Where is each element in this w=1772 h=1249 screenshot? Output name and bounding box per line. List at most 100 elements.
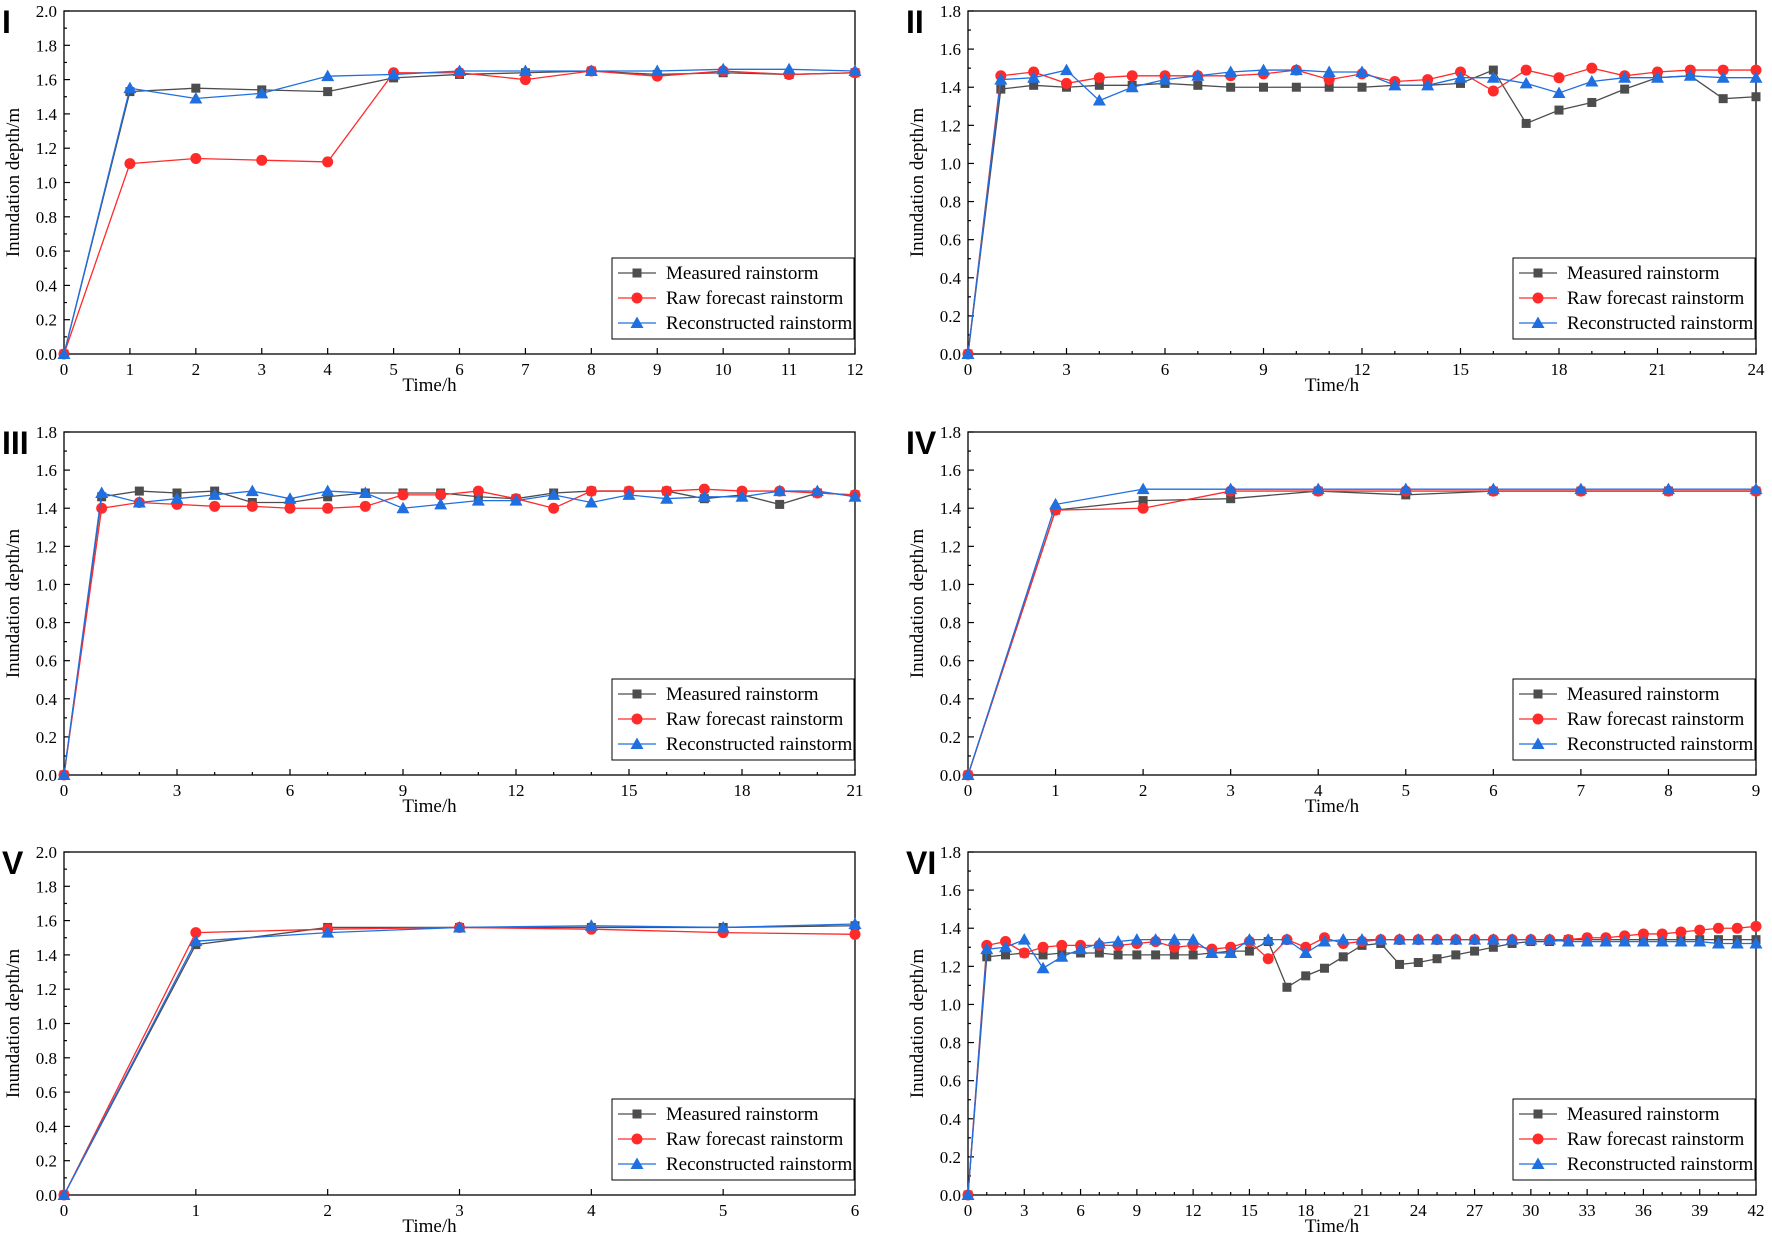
y-tick-label: 0.4 — [940, 1110, 962, 1129]
data-point-measured — [1413, 958, 1423, 968]
data-point-reconstructed — [358, 486, 372, 498]
data-point-raw — [1093, 72, 1105, 84]
data-point-reconstructed — [848, 490, 862, 502]
data-point-measured — [323, 87, 333, 97]
data-point-raw — [1694, 924, 1706, 936]
data-point-reconstructed — [1280, 933, 1294, 945]
x-tick-label: 12 — [847, 360, 864, 379]
data-point-reconstructed — [1468, 933, 1482, 945]
legend: Measured rainstorm Raw forecast rainstorm… — [1512, 257, 1756, 340]
y-tick-label: 0.4 — [36, 690, 58, 709]
x-tick-label: 6 — [1161, 360, 1170, 379]
data-point-reconstructed — [1505, 933, 1519, 945]
legend-marker-reconstructed — [1531, 1157, 1545, 1169]
y-tick-label: 1.0 — [940, 154, 961, 173]
x-tick-label: 9 — [399, 781, 408, 800]
y-tick-label: 0.0 — [36, 766, 57, 785]
y-tick-label: 1.4 — [36, 946, 58, 965]
data-point-reconstructed — [509, 494, 523, 506]
data-point-raw — [661, 485, 673, 497]
x-tick-label: 2 — [192, 360, 201, 379]
x-tick-label: 15 — [621, 781, 638, 800]
data-point-reconstructed — [994, 73, 1008, 85]
data-point-raw — [1553, 72, 1565, 84]
y-tick-label: 0.0 — [940, 1186, 961, 1205]
y-tick-label: 0.8 — [940, 1034, 961, 1053]
data-point-reconstructed — [1224, 65, 1238, 77]
data-point-reconstructed — [716, 920, 730, 933]
data-point-reconstructed — [57, 768, 71, 780]
data-point-reconstructed — [283, 492, 297, 504]
x-tick-label: 6 — [455, 360, 464, 379]
x-tick-label: 7 — [1577, 781, 1586, 800]
legend-label: Reconstructed rainstorm — [666, 1154, 852, 1175]
legend-label: Measured rainstorm — [1567, 1104, 1720, 1125]
data-point-raw — [1137, 502, 1149, 514]
y-tick-label: 1.2 — [36, 139, 57, 158]
y-tick-label: 1.2 — [940, 537, 961, 556]
y-tick-label: 1.8 — [940, 2, 961, 21]
data-point-reconstructed — [1186, 933, 1200, 945]
y-tick-label: 0.0 — [940, 766, 961, 785]
chart-panel-i: I0.00.20.40.60.81.01.21.41.61.82.00 1 2 3 4 5… — [2, 2, 864, 396]
y-axis-title: Inundation depth/m — [3, 949, 24, 1099]
data-point-reconstructed — [170, 492, 184, 504]
x-tick-label: 9 — [1259, 360, 1268, 379]
data-point-reconstructed — [1618, 71, 1632, 83]
y-tick-label: 1.2 — [940, 957, 961, 976]
x-tick-label: 6 — [851, 1201, 860, 1220]
series-line-raw — [967, 490, 1756, 776]
legend: Measured rainstorm Raw forecast rainstorm… — [1512, 1098, 1756, 1181]
y-axis-title: Inundation depth/m — [3, 529, 24, 679]
x-tick-label: 24 — [1748, 360, 1766, 379]
x-tick-label: 0 — [964, 781, 973, 800]
x-tick-label: 9 — [653, 360, 662, 379]
y-tick-label: 0.4 — [940, 269, 962, 288]
data-point-measured — [1587, 97, 1597, 107]
y-tick-label: 1.0 — [36, 1015, 57, 1034]
data-point-measured — [1291, 82, 1301, 92]
y-tick-label: 0.2 — [940, 1148, 961, 1167]
data-point-reconstructed — [1055, 950, 1069, 962]
data-point-reconstructed — [1017, 933, 1031, 945]
panel-label: VI — [906, 845, 936, 881]
x-tick-label: 24 — [1410, 1201, 1428, 1220]
data-point-measured — [1751, 92, 1761, 102]
data-point-reconstructed — [1711, 936, 1725, 949]
series-line-reconstructed — [63, 490, 856, 776]
x-tick-label: 1 — [1051, 781, 1060, 800]
x-axis-title: Time/h — [1305, 796, 1360, 817]
x-tick-label: 6 — [1076, 1201, 1085, 1220]
x-tick-label: 6 — [1489, 781, 1498, 800]
y-tick-label: 0.2 — [940, 307, 961, 326]
x-tick-label: 18 — [734, 781, 751, 800]
data-point-reconstructed — [1322, 65, 1336, 77]
data-point-reconstructed — [1580, 935, 1594, 947]
y-tick-label: 0.4 — [36, 276, 58, 295]
x-tick-label: 12 — [1185, 1201, 1202, 1220]
data-point-reconstructed — [697, 490, 711, 502]
x-axis-title: Time/h — [402, 1216, 457, 1237]
data-point-reconstructed — [1421, 78, 1435, 91]
data-point-measured — [1094, 948, 1104, 958]
x-tick-label: 12 — [508, 781, 525, 800]
data-point-reconstructed — [660, 492, 674, 504]
legend-marker-raw — [1532, 713, 1544, 725]
data-point-reconstructed — [1060, 63, 1073, 76]
data-point-reconstructed — [1749, 71, 1763, 83]
data-point-reconstructed — [1299, 946, 1313, 958]
x-tick-label: 21 — [847, 781, 864, 800]
data-point-measured — [1395, 959, 1405, 969]
data-point-raw — [1637, 928, 1649, 940]
data-point-reconstructed — [1374, 933, 1388, 945]
x-axis-title: Time/h — [402, 796, 457, 817]
x-tick-label: 3 — [258, 360, 267, 379]
legend: Measured rainstorm Raw forecast rainstorm… — [611, 678, 855, 761]
data-point-measured — [1451, 950, 1461, 960]
data-point-reconstructed — [1683, 69, 1697, 81]
y-tick-label: 0.2 — [36, 728, 57, 747]
y-tick-label: 1.8 — [940, 423, 961, 442]
y-tick-label: 2.0 — [36, 2, 57, 21]
data-point-measured — [1001, 950, 1011, 960]
data-point-reconstructed — [1125, 80, 1139, 93]
